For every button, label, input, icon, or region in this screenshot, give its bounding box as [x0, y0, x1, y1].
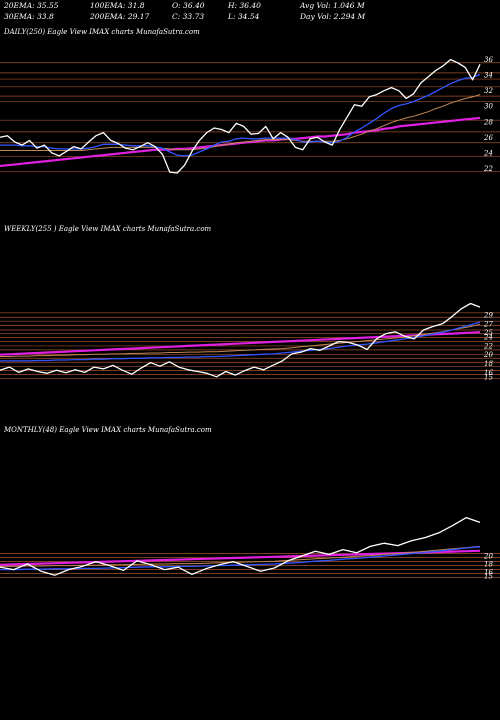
monthly-y-tick-label: 20 [483, 553, 493, 561]
weekly-y-tick-label: 22 [483, 342, 493, 350]
avg-vol-stat: Avg Vol: 1.046 M [300, 1, 365, 10]
weekly-y-tick-label: 27 [483, 320, 493, 328]
daily-y-tick-label: 24 [483, 149, 493, 157]
ema100-stat: 100EMA: 31.8 [90, 1, 145, 10]
daily-chart: 36 34 32 30 28 26 24 22 [0, 56, 500, 174]
ema20-stat: 20EMA: 35.55 [4, 1, 59, 10]
daily-y-tick-label: 26 [483, 134, 493, 142]
daily-price-line [0, 58, 481, 174]
weekly-y-tick-label: 20 [483, 351, 493, 359]
monthly-ema-slow-line [0, 545, 481, 567]
monthly-y-tick-label: 16 [484, 569, 493, 577]
daily-ema-slow-line [0, 94, 481, 151]
weekly-y-tick-label: 29 [483, 312, 493, 320]
daily-y-tick-label: 28 [483, 118, 493, 126]
weekly-y-tick-label: 15 [484, 373, 493, 381]
low-stat: L: 34.54 [228, 12, 260, 21]
monthly-chart-title: MONTHLY(48) Eagle View IMAX charts Munaf… [4, 426, 212, 434]
weekly-y-tick-label: 24 [483, 334, 493, 342]
weekly-price-line [0, 302, 481, 378]
day-vol-stat: Day Vol: 2.294 M [300, 12, 366, 21]
weekly-ema-slow-line [0, 323, 481, 357]
monthly-y-tick-label: 15 [484, 573, 493, 581]
ema30-stat: 30EMA: 33.8 [4, 12, 54, 21]
monthly-y-tick-label: 18 [484, 561, 493, 569]
high-stat: H: 36.40 [228, 1, 261, 10]
weekly-y-tick-label: 18 [484, 360, 493, 368]
ema200-stat: 200EMA: 29.17 [90, 12, 150, 21]
weekly-ema-long-line [0, 331, 481, 356]
monthly-ema-fast-line [0, 546, 481, 571]
weekly-y-tick-label: 25 [483, 329, 493, 337]
weekly-chart-title: WEEKLY(255 ) Eagle View IMAX charts Muna… [4, 225, 212, 233]
open-stat: O: 36.40 [172, 1, 205, 10]
daily-y-tick-label: 34 [484, 72, 493, 80]
weekly-ema-fast-line [0, 321, 481, 362]
daily-y-tick-label: 36 [484, 56, 493, 64]
daily-ema-long-line [0, 116, 481, 168]
weekly-y-tick-label: 16 [484, 369, 493, 377]
monthly-price-line [0, 516, 481, 576]
daily-y-tick-label: 22 [483, 165, 493, 173]
daily-chart-title: DAILY(250) Eagle View IMAX charts Munafa… [4, 28, 200, 36]
daily-y-tick-label: 32 [484, 87, 493, 95]
daily-y-tick-label: 30 [484, 103, 493, 111]
close-stat: C: 33.73 [172, 12, 205, 21]
